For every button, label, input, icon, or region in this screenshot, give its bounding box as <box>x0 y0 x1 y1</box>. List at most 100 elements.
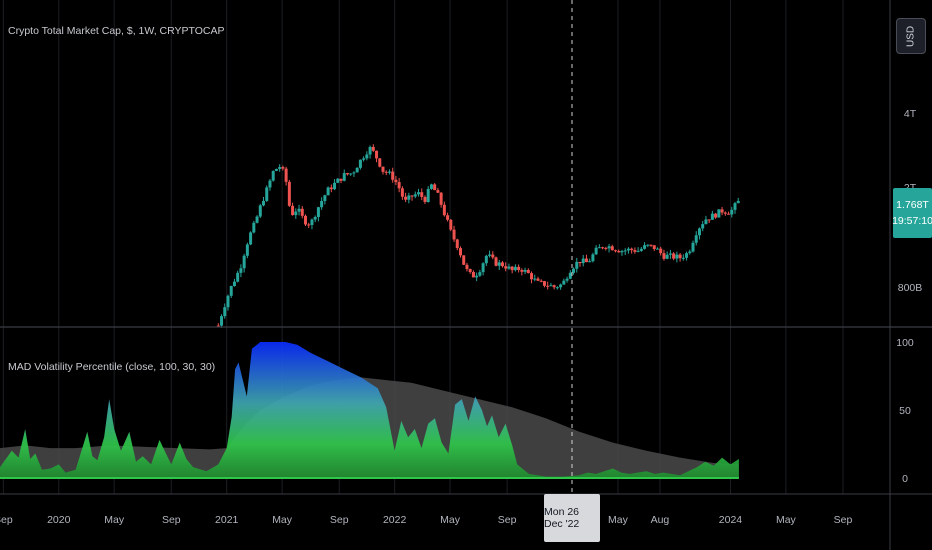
candle-body[interactable] <box>565 278 569 281</box>
candle-body[interactable] <box>349 173 353 175</box>
candle-body[interactable] <box>281 167 285 169</box>
candle-body[interactable] <box>717 209 721 218</box>
candle-body[interactable] <box>326 187 330 196</box>
candle-body[interactable] <box>497 262 501 266</box>
candle-body[interactable] <box>365 154 369 159</box>
candle-body[interactable] <box>710 213 714 220</box>
candle-body[interactable] <box>500 262 504 267</box>
candle-body[interactable] <box>303 215 307 225</box>
candle-body[interactable] <box>510 266 514 271</box>
candle-body[interactable] <box>623 250 627 252</box>
candle-body[interactable] <box>375 150 379 159</box>
candle-body[interactable] <box>413 194 417 197</box>
candle-body[interactable] <box>646 244 650 246</box>
candle-body[interactable] <box>226 295 230 308</box>
candle-body[interactable] <box>391 171 395 180</box>
candle-body[interactable] <box>242 255 246 269</box>
candle-body[interactable] <box>617 250 621 253</box>
candle-body[interactable] <box>578 261 582 264</box>
candle-body[interactable] <box>236 272 240 282</box>
volatility-area[interactable] <box>0 342 739 479</box>
candle-body[interactable] <box>313 216 317 220</box>
candle-body[interactable] <box>530 273 534 280</box>
candle-body[interactable] <box>352 172 356 174</box>
candle-body[interactable] <box>491 254 495 258</box>
candle-body[interactable] <box>733 203 737 210</box>
candle-body[interactable] <box>620 251 624 253</box>
candle-body[interactable] <box>559 284 563 288</box>
candle-body[interactable] <box>668 253 672 255</box>
candle-body[interactable] <box>546 285 550 287</box>
candle-body[interactable] <box>407 195 411 200</box>
candle-body[interactable] <box>584 258 588 263</box>
candle-body[interactable] <box>610 246 614 251</box>
candle-body[interactable] <box>588 261 592 263</box>
candle-body[interactable] <box>542 281 546 286</box>
candle-body[interactable] <box>245 244 249 256</box>
vol-percentile-area[interactable] <box>0 342 739 478</box>
candle-body[interactable] <box>688 251 692 254</box>
candle-body[interactable] <box>239 268 243 273</box>
candle-body[interactable] <box>462 255 466 265</box>
candle-body[interactable] <box>336 178 340 183</box>
candle-body[interactable] <box>268 180 272 188</box>
candle-body[interactable] <box>681 257 685 259</box>
candle-body[interactable] <box>720 209 724 213</box>
candle-body[interactable] <box>378 158 382 167</box>
candle-body[interactable] <box>387 171 391 173</box>
candle-body[interactable] <box>265 187 269 201</box>
candle-body[interactable] <box>643 245 647 249</box>
candle-body[interactable] <box>384 171 388 173</box>
candle-body[interactable] <box>284 168 288 182</box>
candle-body[interactable] <box>345 173 349 175</box>
candle-body[interactable] <box>287 181 291 206</box>
candle-body[interactable] <box>481 263 485 273</box>
candle-body[interactable] <box>604 247 608 249</box>
candle-body[interactable] <box>691 242 695 252</box>
candle-body[interactable] <box>539 280 543 282</box>
candle-body[interactable] <box>714 213 718 218</box>
candle-body[interactable] <box>255 216 259 223</box>
candle-body[interactable] <box>568 272 572 279</box>
candle-body[interactable] <box>555 287 559 289</box>
candle-body[interactable] <box>484 255 488 264</box>
candle-body[interactable] <box>294 211 298 216</box>
candle-body[interactable] <box>572 268 576 273</box>
candle-body[interactable] <box>452 229 456 240</box>
candle-body[interactable] <box>404 196 408 200</box>
candle-body[interactable] <box>562 280 566 285</box>
candle-body[interactable] <box>249 232 253 245</box>
candle-body[interactable] <box>468 269 472 273</box>
candle-body[interactable] <box>397 182 401 189</box>
candle-body[interactable] <box>475 275 479 278</box>
candle-body[interactable] <box>371 146 375 151</box>
candle-body[interactable] <box>216 325 220 327</box>
candle-body[interactable] <box>520 270 524 272</box>
candle-body[interactable] <box>307 224 311 226</box>
candle-body[interactable] <box>597 247 601 249</box>
candle-body[interactable] <box>626 248 630 251</box>
candle-body[interactable] <box>258 205 262 217</box>
candle-body[interactable] <box>630 248 634 251</box>
candle-body[interactable] <box>581 258 585 264</box>
candle-body[interactable] <box>526 269 530 274</box>
candle-body[interactable] <box>697 228 701 236</box>
candle-body[interactable] <box>533 278 537 280</box>
candle-body[interactable] <box>300 208 304 216</box>
candle-body[interactable] <box>368 146 372 155</box>
candle-body[interactable] <box>320 201 324 208</box>
candle-body[interactable] <box>678 254 682 259</box>
candle-body[interactable] <box>436 190 440 193</box>
candle-body[interactable] <box>323 195 327 202</box>
candle-body[interactable] <box>494 257 498 266</box>
candle-body[interactable] <box>552 285 556 288</box>
candle-body[interactable] <box>730 209 734 215</box>
candle-body[interactable] <box>704 219 708 225</box>
candle-body[interactable] <box>736 200 740 204</box>
candle-body[interactable] <box>549 285 553 287</box>
candle-body[interactable] <box>358 159 362 168</box>
candle-body[interactable] <box>507 266 511 269</box>
candle-body[interactable] <box>594 247 598 255</box>
candle-body[interactable] <box>439 192 443 205</box>
candle-body[interactable] <box>665 254 669 259</box>
